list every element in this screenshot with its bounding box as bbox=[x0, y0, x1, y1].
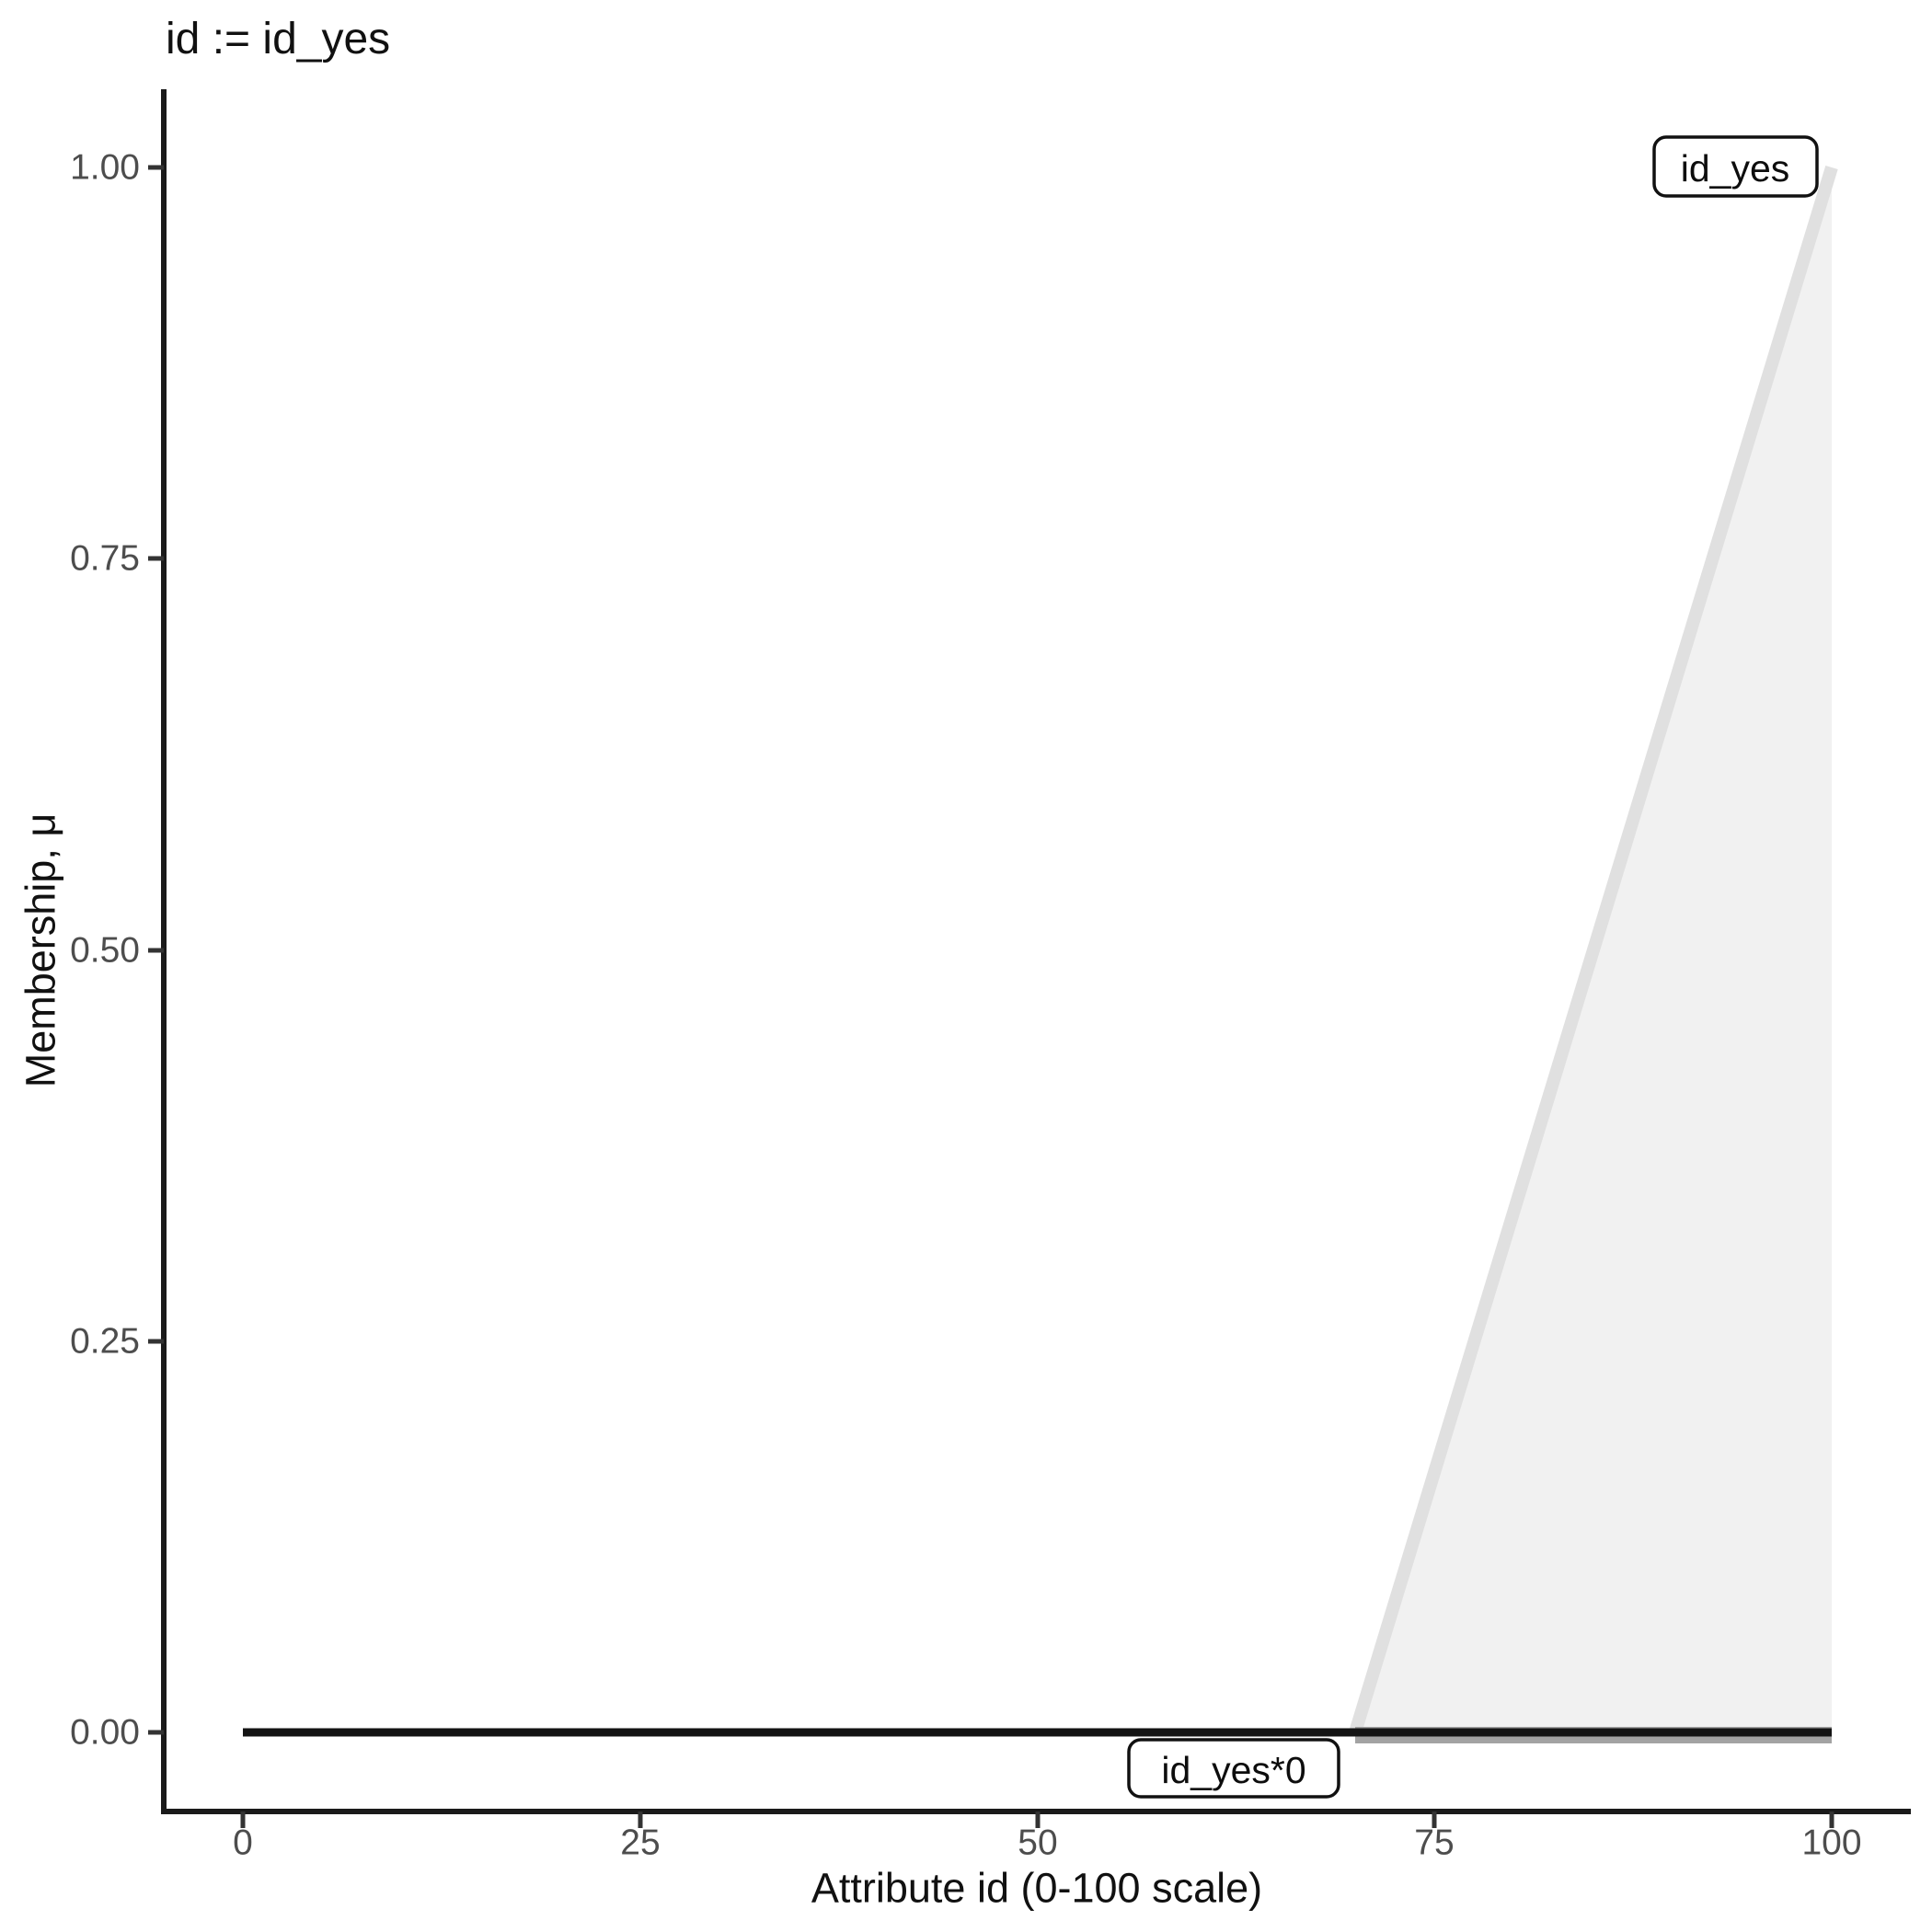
x-tick-label: 100 bbox=[1801, 1823, 1861, 1863]
axis-lines bbox=[161, 89, 1911, 1814]
data-layer bbox=[243, 165, 1838, 1743]
y-tick-label: 0.00 bbox=[70, 1713, 140, 1753]
id-yes-times-zero-label-box: id_yes*0 bbox=[1127, 1738, 1340, 1799]
y-tick-label: 1.00 bbox=[70, 148, 140, 188]
x-tick-label: 50 bbox=[1018, 1823, 1057, 1863]
id-yes-label-frame bbox=[1652, 135, 1819, 198]
axes: 1.00 0.75 0.50 0.25 0.00 0 25 50 75 100 bbox=[70, 89, 1911, 1863]
membership-border-line bbox=[1349, 165, 1838, 1735]
x-tick-label: 25 bbox=[620, 1823, 660, 1863]
x-tick-labels: 0 25 50 75 100 bbox=[233, 1823, 1861, 1863]
y-tick-marks bbox=[148, 165, 164, 1735]
plot-title: id := id_yes bbox=[166, 15, 390, 63]
x-axis-title: Attribute id (0-100 scale) bbox=[811, 1865, 1262, 1912]
x-tick-label: 0 bbox=[233, 1823, 253, 1863]
x-tick-label: 75 bbox=[1414, 1823, 1454, 1863]
y-tick-label: 0.50 bbox=[70, 931, 140, 971]
x-tick-marks bbox=[240, 1811, 1834, 1828]
id-yes-times-zero-label-frame bbox=[1127, 1738, 1340, 1799]
y-axis-title: Membership, μ bbox=[17, 813, 64, 1088]
y-tick-label: 0.75 bbox=[70, 539, 140, 579]
y-tick-labels: 1.00 0.75 0.50 0.25 0.00 bbox=[70, 148, 140, 1753]
annotation-labels: id_yes id_yes*0 bbox=[1127, 135, 1819, 1799]
id-yes-label-text: id_yes bbox=[1681, 147, 1790, 190]
y-tick-label: 0.25 bbox=[70, 1322, 140, 1362]
id-yes-times-zero-label-text: id_yes*0 bbox=[1161, 1749, 1305, 1791]
titles: id := id_yes Attribute id (0-100 scale) … bbox=[17, 15, 1263, 1912]
id-yes-label-box: id_yes bbox=[1652, 135, 1819, 198]
